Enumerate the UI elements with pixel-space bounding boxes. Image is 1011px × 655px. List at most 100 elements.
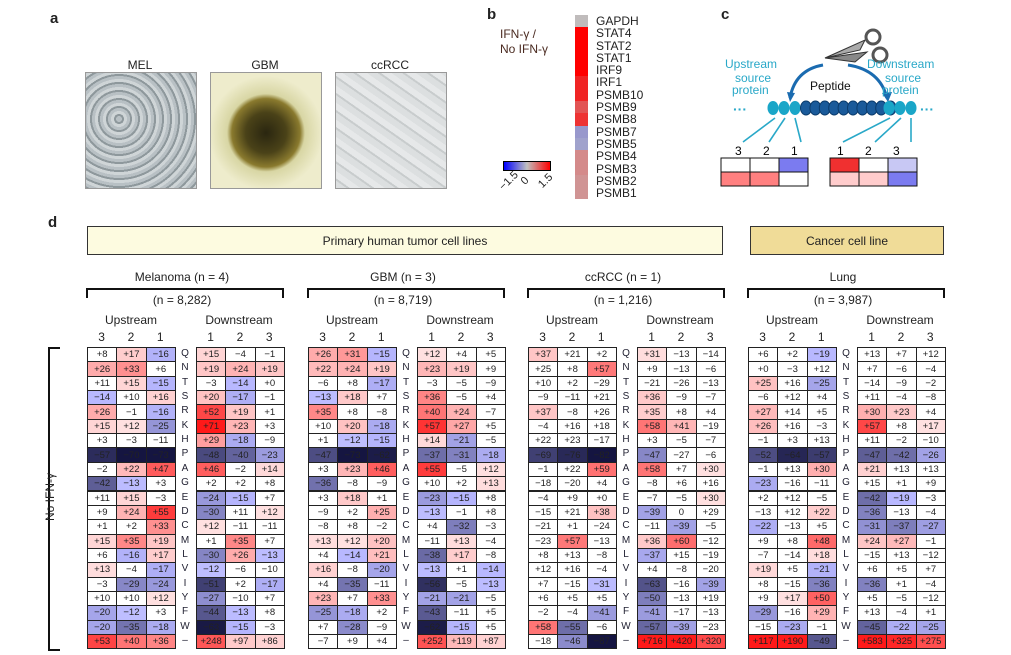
heatmap-cell: +15 bbox=[116, 490, 147, 506]
heatmap-cell: +16 bbox=[557, 418, 588, 435]
heatmap-cell: +9 bbox=[475, 361, 506, 377]
residue-label: D bbox=[622, 505, 630, 517]
heatmap-cell: −20 bbox=[87, 605, 118, 621]
residue-label: D bbox=[402, 505, 410, 517]
downstream-col-label: 1 bbox=[428, 330, 435, 344]
residue-label: I bbox=[844, 577, 848, 589]
residue-label: R bbox=[181, 405, 189, 417]
down-pos-2: 2 bbox=[865, 144, 872, 158]
up-pos-2: 2 bbox=[763, 144, 770, 158]
heatmap-cell: −1 bbox=[254, 390, 285, 406]
heatmap-cell: +30 bbox=[806, 461, 837, 478]
heatmap-cell: −6 bbox=[695, 447, 726, 463]
heatmap-cell: +1 bbox=[886, 576, 917, 592]
gene-name: PSMB5 bbox=[596, 136, 637, 151]
heatmap-cell: −55 bbox=[557, 619, 588, 635]
residue-label: Q bbox=[622, 348, 630, 359]
heatmap-cell: +3 bbox=[254, 418, 285, 435]
gene-name: IRF1 bbox=[596, 75, 623, 90]
heatmap-cell: +0 bbox=[586, 490, 617, 506]
heatmap-cell: −5 bbox=[446, 375, 477, 392]
heatmap-cell: −39 bbox=[637, 504, 668, 521]
gene-name: IRF9 bbox=[596, 63, 623, 78]
heatmap-cell: +11 bbox=[87, 490, 118, 506]
downstream-source-text: source bbox=[885, 71, 921, 85]
up-pos-1: 1 bbox=[791, 144, 798, 158]
heatmap-cell: +24 bbox=[446, 404, 477, 420]
heatmap-cell: +21 bbox=[557, 504, 588, 521]
heatmap-cell: +13 bbox=[87, 562, 118, 578]
heatmap-cell: −3 bbox=[806, 418, 837, 435]
heatmap-cell: +8 bbox=[475, 490, 506, 506]
downstream-header: Downstream bbox=[646, 313, 714, 327]
downstream-col-label: 2 bbox=[677, 330, 685, 344]
heatmap-cell: +31 bbox=[637, 347, 668, 363]
heatmap-cell: −32 bbox=[446, 519, 477, 535]
heatmap-cell: +27 bbox=[886, 533, 917, 549]
panel-d-label: d bbox=[48, 214, 58, 231]
heatmap-cell: −13 bbox=[666, 347, 697, 363]
legend-title-line2: No IFN-γ bbox=[500, 42, 548, 56]
heatmap-cell: +420 bbox=[666, 634, 697, 650]
heatmap-cell: +14 bbox=[254, 461, 285, 478]
cancer-cell-line-banner: Cancer cell line bbox=[750, 226, 944, 255]
residue-label: R bbox=[402, 405, 410, 417]
heatmap-cell: −13 bbox=[748, 504, 779, 521]
image-label-ccrcc: ccRCC bbox=[371, 58, 409, 72]
heatmap-cell: −14 bbox=[337, 547, 368, 564]
residue-label: G bbox=[181, 477, 189, 489]
residue-label: F bbox=[842, 606, 850, 618]
heatmap-cell: −10 bbox=[225, 590, 256, 607]
residue-label: – bbox=[182, 635, 188, 646]
upstream-residue bbox=[767, 101, 779, 115]
heatmap-cell: +27 bbox=[446, 418, 477, 435]
heatmap-cell: +2 bbox=[116, 519, 147, 535]
heatmap-cell: +13 bbox=[886, 547, 917, 564]
heatmap-cell: −38 bbox=[417, 547, 448, 564]
heatmap-cell: −12 bbox=[337, 433, 368, 449]
downstream-residue bbox=[894, 101, 906, 115]
heatmap-cell: +23 bbox=[417, 361, 448, 377]
heatmap-cell: +22 bbox=[806, 504, 837, 521]
residue-label: N bbox=[181, 362, 189, 374]
heatmap-cell: −47 bbox=[637, 447, 668, 463]
residue-label: E bbox=[402, 491, 410, 503]
gene-bar bbox=[575, 101, 588, 114]
heatmap-cell: −2 bbox=[915, 375, 946, 392]
heatmap-cell: +30 bbox=[857, 404, 888, 420]
heatmap-cell: −29 bbox=[748, 605, 779, 621]
heatmap-cell: +36 bbox=[145, 634, 176, 650]
heatmap-cell: −4 bbox=[557, 605, 588, 621]
legend-title: IFN-γ / No IFN-γ bbox=[500, 27, 548, 57]
heatmap-cell: +9 bbox=[748, 590, 779, 607]
heatmap-cell: +19 bbox=[748, 562, 779, 578]
heatmap-cell: +7 bbox=[254, 590, 285, 607]
heatmap-cell: −21 bbox=[806, 562, 837, 578]
heatmap-cell: −57 bbox=[637, 619, 668, 635]
heatmap-cell: −8 bbox=[366, 404, 397, 420]
heatmap-cell: −3 bbox=[116, 433, 147, 449]
downstream-col-label: 2 bbox=[457, 330, 465, 344]
heatmap-cell: +9 bbox=[915, 476, 946, 492]
heatmap-cell: −10 bbox=[915, 433, 946, 449]
heatmap-cell: +19 bbox=[446, 361, 477, 377]
heatmap-cell: −21 bbox=[446, 433, 477, 449]
heatmap-cell: +52 bbox=[196, 404, 227, 420]
heatmap-cell: +13 bbox=[475, 476, 506, 492]
heatmap-cell: +16 bbox=[308, 562, 339, 578]
heatmap-cell: +13 bbox=[886, 461, 917, 478]
heatmap-cell: +5 bbox=[475, 418, 506, 435]
heatmap-cell: −1 bbox=[254, 347, 285, 363]
residue-label: K bbox=[842, 419, 850, 431]
heatmap-cell: −11 bbox=[366, 576, 397, 592]
heatmap-cell: +9 bbox=[337, 634, 368, 650]
heatmap-cell: −16 bbox=[666, 576, 697, 592]
heatmap-cell: +33 bbox=[366, 590, 397, 607]
heatmap-cell: +86 bbox=[254, 634, 285, 650]
gene-bar bbox=[575, 51, 588, 65]
gene-name: PSMB4 bbox=[596, 149, 637, 164]
heatmap-cell: −15 bbox=[857, 547, 888, 564]
heatmap-cell: −15 bbox=[446, 490, 477, 506]
heatmap-cell: −14 bbox=[777, 547, 808, 564]
heatmap-cell: +15 bbox=[116, 375, 147, 392]
